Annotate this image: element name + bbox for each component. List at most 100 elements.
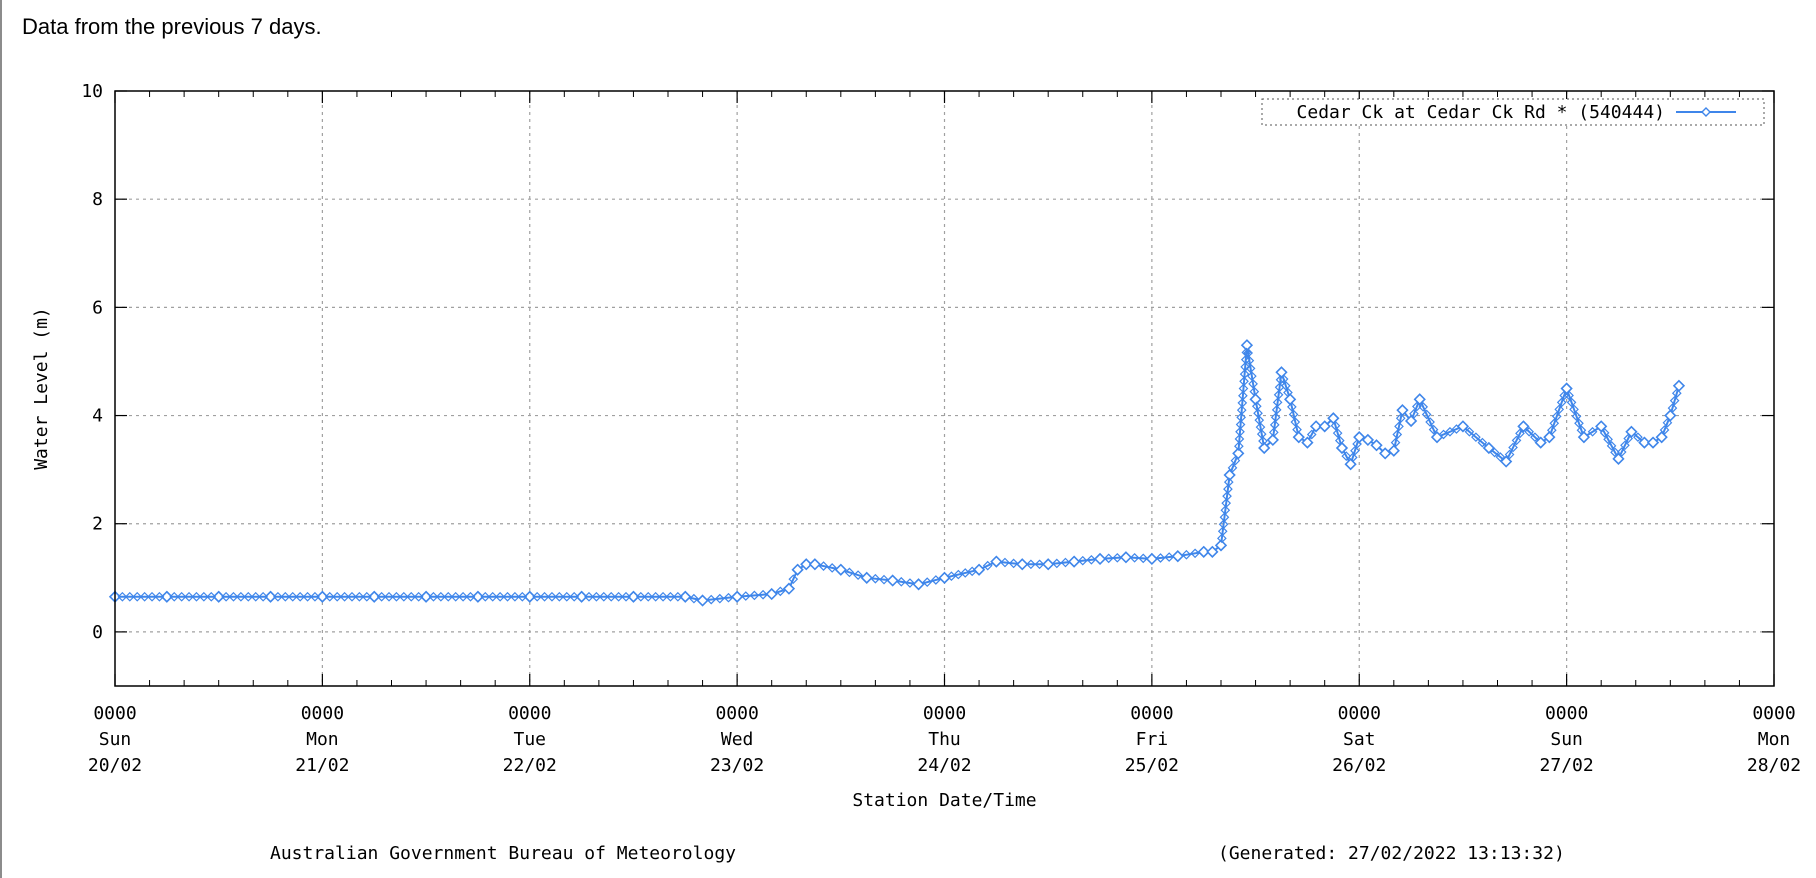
data-point-dense	[1240, 362, 1251, 372]
data-point-dense	[1236, 412, 1247, 423]
data-point-dense	[982, 560, 993, 571]
data-point-dense	[1515, 428, 1525, 439]
data-point-dense	[302, 591, 313, 602]
data-point-dense	[1243, 348, 1254, 358]
data-point-dense	[1290, 417, 1301, 427]
data-point-dense	[547, 591, 557, 602]
data-point	[808, 558, 822, 571]
data-point-dense	[295, 591, 306, 602]
x-tick-label: 20/02	[88, 755, 142, 776]
data-point-dense	[132, 591, 143, 602]
data-point-dense	[740, 591, 751, 601]
data-point-dense	[117, 591, 128, 602]
x-tick-label: 0000	[1752, 703, 1795, 724]
data-point-dense	[228, 591, 239, 602]
data-point-dense	[1662, 417, 1673, 428]
data-point	[1145, 552, 1159, 566]
data-point-dense	[1239, 376, 1249, 387]
data-point	[1500, 455, 1513, 468]
data-point-dense	[591, 591, 602, 602]
data-point	[575, 590, 588, 603]
data-point	[264, 590, 277, 603]
data-point-dense	[1451, 424, 1462, 434]
data-point-dense	[1112, 552, 1123, 563]
data-point	[972, 563, 986, 576]
data-point-dense	[1238, 383, 1249, 394]
data-point-dense	[1235, 426, 1245, 437]
data-point-dense	[273, 591, 283, 602]
data-point-dense	[1409, 408, 1419, 419]
data-point-dense	[1269, 420, 1280, 430]
data-point	[1197, 545, 1210, 558]
data-point-dense	[191, 591, 202, 602]
data-point-dense	[1268, 427, 1279, 438]
data-point-dense	[749, 590, 760, 601]
data-point-dense	[1671, 388, 1682, 399]
data-point-dense	[1244, 355, 1255, 366]
data-point	[1517, 420, 1530, 433]
x-tick-label: Wed	[721, 729, 754, 750]
data-point-dense	[176, 591, 187, 602]
data-point	[1638, 436, 1651, 449]
footer-agency: Australian Government Bureau of Meteorol…	[270, 843, 736, 864]
data-point	[1206, 545, 1219, 558]
data-point	[212, 590, 225, 603]
data-point	[523, 590, 536, 603]
x-tick-label: 0000	[923, 703, 966, 724]
data-point-dense	[332, 591, 343, 602]
x-tick-label: Fri	[1136, 729, 1169, 750]
data-point	[938, 571, 951, 584]
data-point-dense	[1230, 455, 1241, 466]
data-point	[1672, 379, 1686, 392]
data-point-dense	[532, 591, 543, 602]
data-point-dense	[502, 591, 513, 602]
data-point-dense	[584, 591, 594, 602]
data-point-dense	[853, 570, 863, 580]
data-point-dense	[673, 591, 683, 602]
data-point-dense	[1464, 426, 1475, 437]
data-point-dense	[243, 591, 254, 602]
data-point-dense	[1219, 512, 1230, 523]
data-point-dense	[1524, 426, 1535, 437]
data-point-dense	[1554, 404, 1565, 415]
data-point-dense	[788, 574, 799, 585]
data-point-dense	[1060, 557, 1071, 568]
data-point-dense	[1051, 558, 1062, 569]
data-point	[800, 558, 813, 571]
data-point-dense	[1564, 390, 1574, 401]
data-point-dense	[428, 591, 439, 602]
data-point-dense	[1086, 554, 1097, 565]
data-point-dense	[1395, 413, 1406, 424]
data-point-dense	[1258, 436, 1268, 446]
data-point-dense	[1574, 418, 1584, 429]
data-point-dense	[465, 591, 476, 602]
data-point-dense	[1425, 417, 1435, 427]
data-point	[1646, 436, 1660, 449]
data-point-dense	[1477, 437, 1488, 448]
data-point-dense	[398, 591, 409, 602]
data-point-dense	[1495, 452, 1506, 462]
data-point	[1625, 425, 1638, 438]
data-point-dense	[1566, 397, 1577, 408]
data-point	[886, 574, 899, 587]
data-point-dense	[1350, 445, 1360, 456]
data-point-dense	[1238, 390, 1248, 401]
data-point	[1655, 431, 1668, 444]
data-point-dense	[495, 591, 505, 602]
data-point-dense	[436, 591, 446, 602]
x-tick-label: 22/02	[503, 755, 557, 776]
axis-ticks: 0 2 4 6 8 10 0000 Sun 20/02 0000 Mon 21/02 0000 Tue 22…	[81, 81, 1801, 776]
data-point-dense	[1489, 447, 1500, 458]
data-point-dense	[510, 591, 520, 602]
data-point-dense	[384, 591, 394, 602]
y-tick-label: 0	[92, 622, 103, 643]
data-point-dense	[714, 593, 725, 604]
data-point-dense	[406, 591, 417, 602]
data-point	[1223, 468, 1236, 482]
data-point	[1292, 431, 1305, 444]
x-tick-label: 0000	[1545, 703, 1588, 724]
data-point-dense	[1275, 374, 1286, 385]
data-point-dense	[1306, 429, 1317, 440]
data-point-dense	[1245, 363, 1256, 374]
